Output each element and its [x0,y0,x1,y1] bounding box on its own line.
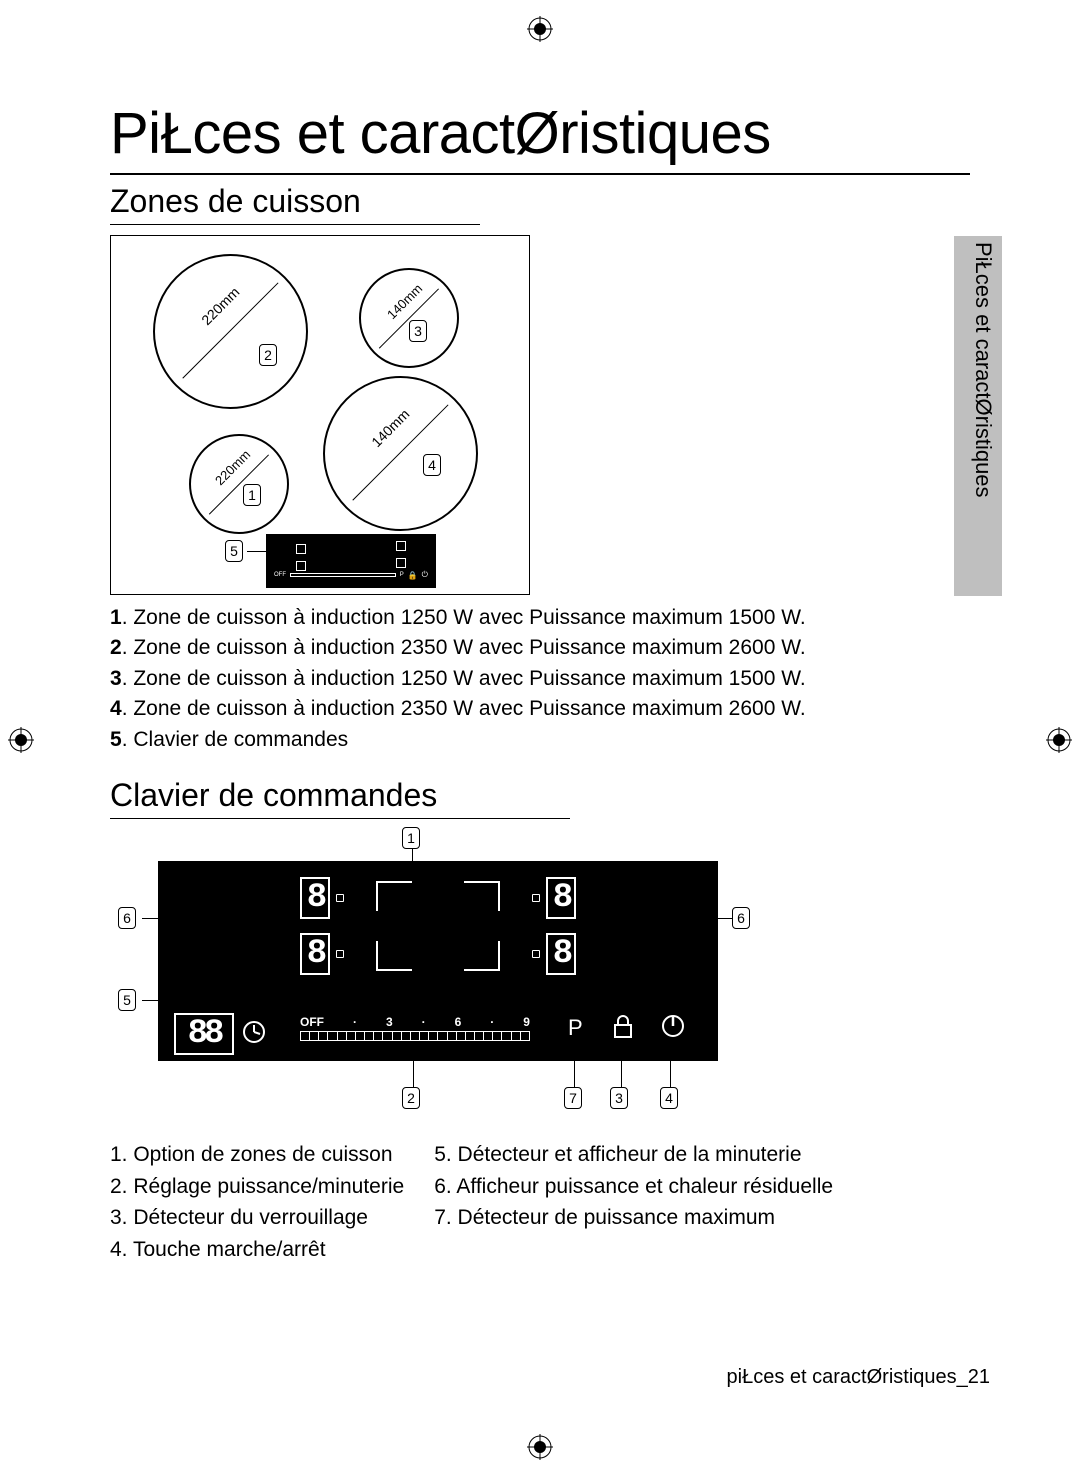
section-zones-title: Zones de cuisson [110,183,480,225]
zone-circle-4 [323,376,478,531]
panel-slider: OFF · 3 · 6 · 9 [300,1015,530,1041]
zone-list: 1. Zone de cuisson à induction 1250 W av… [110,603,970,755]
panel-callout-2: 2 [402,1087,420,1109]
zone-row-5: 5. Clavier de commandes [110,725,970,755]
cooktop-diagram: 220mm 2 140mm 3 140mm 4 220mm 1 5 [110,235,530,595]
zone-row-4: 4. Zone de cuisson à induction 2350 W av… [110,694,970,724]
reg-mark-right [1046,727,1072,753]
zone-row-1: 1. Zone de cuisson à induction 1250 W av… [110,603,970,633]
lead-p7 [574,1061,575,1087]
legend-item-2: 2. Réglage puissance/minuterie [110,1171,404,1203]
panel-disp-tr: 8 [532,877,576,919]
lead-p2 [413,1061,414,1087]
panel-disp-br: 8 [532,933,576,975]
page-title: PiŁces et caractØristiques [110,100,970,175]
zone-circle-2 [153,254,308,409]
section-panel-title: Clavier de commandes [110,777,570,819]
legend-left-col: 1. Option de zones de cuisson 2. Réglage… [110,1139,404,1265]
legend-item-7: 7. Détecteur de puissance maximum [434,1202,833,1234]
lead-5 [247,551,266,552]
mini-off-label: OFF [274,572,286,578]
page-footer: piŁces et caractØristiques_21 [727,1366,990,1389]
lead-p4 [670,1061,671,1087]
panel-callout-5: 5 [118,989,136,1011]
panel-callout-1: 1 [402,827,420,849]
panel-sel-1 [376,941,412,971]
power-icon [660,1013,686,1044]
panel-disp-bl: 8 [300,933,344,975]
panel-timer: 88 [174,1013,266,1055]
legend-item-5: 5. Détecteur et afficheur de la minuteri… [434,1139,833,1171]
control-panel-diagram: 1 6 6 5 8 8 [158,831,718,1121]
callout-zone-1: 1 [243,484,261,506]
lead-p3 [621,1061,622,1087]
reg-mark-top [527,16,553,42]
clock-icon [242,1020,266,1049]
legend-right-col: 5. Détecteur et afficheur de la minuteri… [434,1139,833,1265]
zone-row-2: 2. Zone de cuisson à induction 2350 W av… [110,633,970,663]
panel-callout-6-left: 6 [118,907,136,929]
panel-sel-2 [376,881,412,911]
panel-callout-7: 7 [564,1087,582,1109]
callout-zone-3: 3 [409,320,427,342]
panel-callout-4: 4 [660,1087,678,1109]
panel-sel-3 [464,881,500,911]
callout-zone-5: 5 [225,540,243,562]
reg-mark-left [8,727,34,753]
panel-sel-4 [464,941,500,971]
callout-zone-2: 2 [259,344,277,366]
callout-zone-4: 4 [423,454,441,476]
legend-item-1: 1. Option de zones de cuisson [110,1139,404,1171]
zone-row-3: 3. Zone de cuisson à induction 1250 W av… [110,664,970,694]
panel-p-letter: P [568,1015,583,1041]
side-tab-text: PiŁces et caractØristiques [970,242,996,498]
legend-item-3: 3. Détecteur du verrouillage [110,1202,404,1234]
panel-callout-3: 3 [610,1087,628,1109]
reg-mark-bottom [527,1434,553,1460]
panel-disp-tl: 8 [300,877,344,919]
slider-off-label: OFF [300,1015,324,1029]
legend-item-6: 6. Afficheur puissance et chaleur résidu… [434,1171,833,1203]
legend-item-4: 4. Touche marche/arrêt [110,1234,404,1266]
panel-legend: 1. Option de zones de cuisson 2. Réglage… [110,1139,970,1265]
panel-callout-6-right: 6 [732,907,750,929]
panel-box: 8 8 8 8 [158,861,718,1061]
lock-icon [612,1013,634,1044]
cooktop-mini-panel: OFF P 🔒 ⏻ [266,534,436,588]
mini-p-label: P [400,572,404,578]
